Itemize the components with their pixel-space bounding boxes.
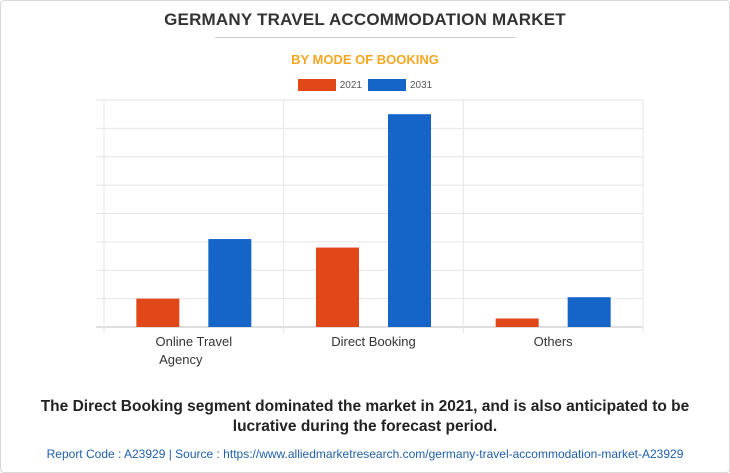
chart-title: GERMANY TRAVEL ACCOMMODATION MARKET [164, 10, 566, 29]
report-source-footer: Report Code : A23929 | Source : https://… [46, 447, 684, 461]
legend-label-2031: 2031 [410, 79, 433, 91]
title-divider [215, 37, 515, 38]
x-tick-label: Direct Booking [331, 334, 416, 349]
bar-2021 [495, 318, 539, 327]
x-tick-label-line: Direct Booking [331, 334, 416, 349]
x-tick-label: Others [534, 334, 574, 349]
x-tick-label-line: Others [534, 334, 574, 349]
chart-caption: The Direct Booking segment dominated the… [40, 398, 690, 435]
bar-2021 [136, 298, 180, 327]
bar-2031 [567, 297, 611, 327]
legend-item-2031: 2031 [368, 79, 432, 91]
chart-subtitle: BY MODE OF BOOKING [291, 52, 439, 67]
x-tick-label-line: Agency [159, 352, 203, 367]
x-tick-label: Online Travel Agency [156, 334, 233, 367]
bar-2031 [208, 239, 252, 327]
bar-2021 [316, 247, 359, 327]
legend-swatch-2031 [368, 79, 406, 91]
legend: 2021 2031 [0, 79, 730, 91]
x-tick-label-line: Online Travel [156, 334, 233, 349]
bar-2031 [388, 114, 431, 327]
legend-item-2021: 2021 [297, 79, 362, 91]
legend-label-2021: 2021 [339, 79, 362, 91]
legend-swatch-2021 [297, 79, 336, 91]
